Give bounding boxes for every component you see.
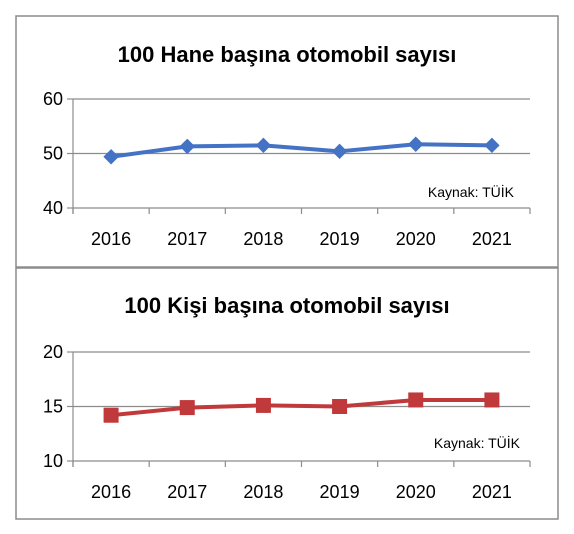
y-axis-ticks: 10 15 20: [43, 342, 63, 471]
source-note: Kaynak: TÜİK: [428, 183, 515, 200]
data-point-marker: [484, 392, 500, 408]
y-tick-label: 20: [43, 342, 63, 362]
data-point-marker: [408, 392, 424, 408]
y-tick-label: 10: [43, 451, 63, 471]
data-series: [103, 136, 500, 165]
series-line: [110, 397, 492, 418]
chart-panel-persons: 100 Kişi başına otomobil sayısı 10 15 20 2…: [15, 267, 559, 520]
x-tick-label: 2016: [91, 229, 131, 249]
data-point-marker: [255, 137, 272, 154]
data-point-marker: [332, 399, 348, 414]
y-tick-label: 40: [43, 198, 63, 218]
x-tick-label: 2020: [396, 482, 436, 502]
chart-title: 100 Hane başına otomobil sayısı: [118, 42, 457, 67]
x-tick-label: 2019: [320, 482, 360, 502]
data-point-marker: [179, 400, 195, 416]
x-tick-label: 2018: [243, 482, 283, 502]
data-point-marker: [103, 149, 119, 165]
x-tick-label: 2017: [167, 229, 207, 249]
y-tick-label: 60: [43, 89, 63, 109]
x-tick-label: 2017: [167, 482, 207, 502]
chart-border: [15, 15, 559, 268]
chart-panel-households: 100 Hane başına otomobil sayısı 40 50 60 2…: [15, 15, 559, 268]
y-tick-label: 15: [43, 397, 63, 417]
series-line: [110, 142, 492, 159]
data-point-marker: [331, 143, 348, 160]
x-tick-label: 2019: [320, 229, 360, 249]
data-point-marker: [103, 407, 119, 423]
data-point-marker: [408, 136, 424, 152]
source-note: Kaynak: TÜİK: [434, 434, 521, 451]
x-axis-ticks: 2016 2017 2018 2019 2020 2021: [91, 482, 512, 502]
x-tick-label: 2021: [472, 229, 512, 249]
data-point-marker: [484, 137, 500, 154]
x-tick-label: 2021: [472, 482, 512, 502]
x-tick-label: 2018: [243, 229, 283, 249]
x-tick-label: 2016: [91, 482, 131, 502]
chart-border: [15, 267, 559, 520]
data-point-marker: [255, 397, 271, 413]
y-axis-ticks: 40 50 60: [43, 89, 63, 218]
x-axis-ticks: 2016 2017 2018 2019 2020 2021: [91, 229, 512, 249]
data-point-marker: [179, 138, 195, 155]
chart-title: 100 Kişi başına otomobil sayısı: [124, 293, 449, 318]
data-series: [103, 392, 500, 423]
y-tick-label: 50: [43, 144, 63, 164]
x-tick-label: 2020: [396, 229, 436, 249]
